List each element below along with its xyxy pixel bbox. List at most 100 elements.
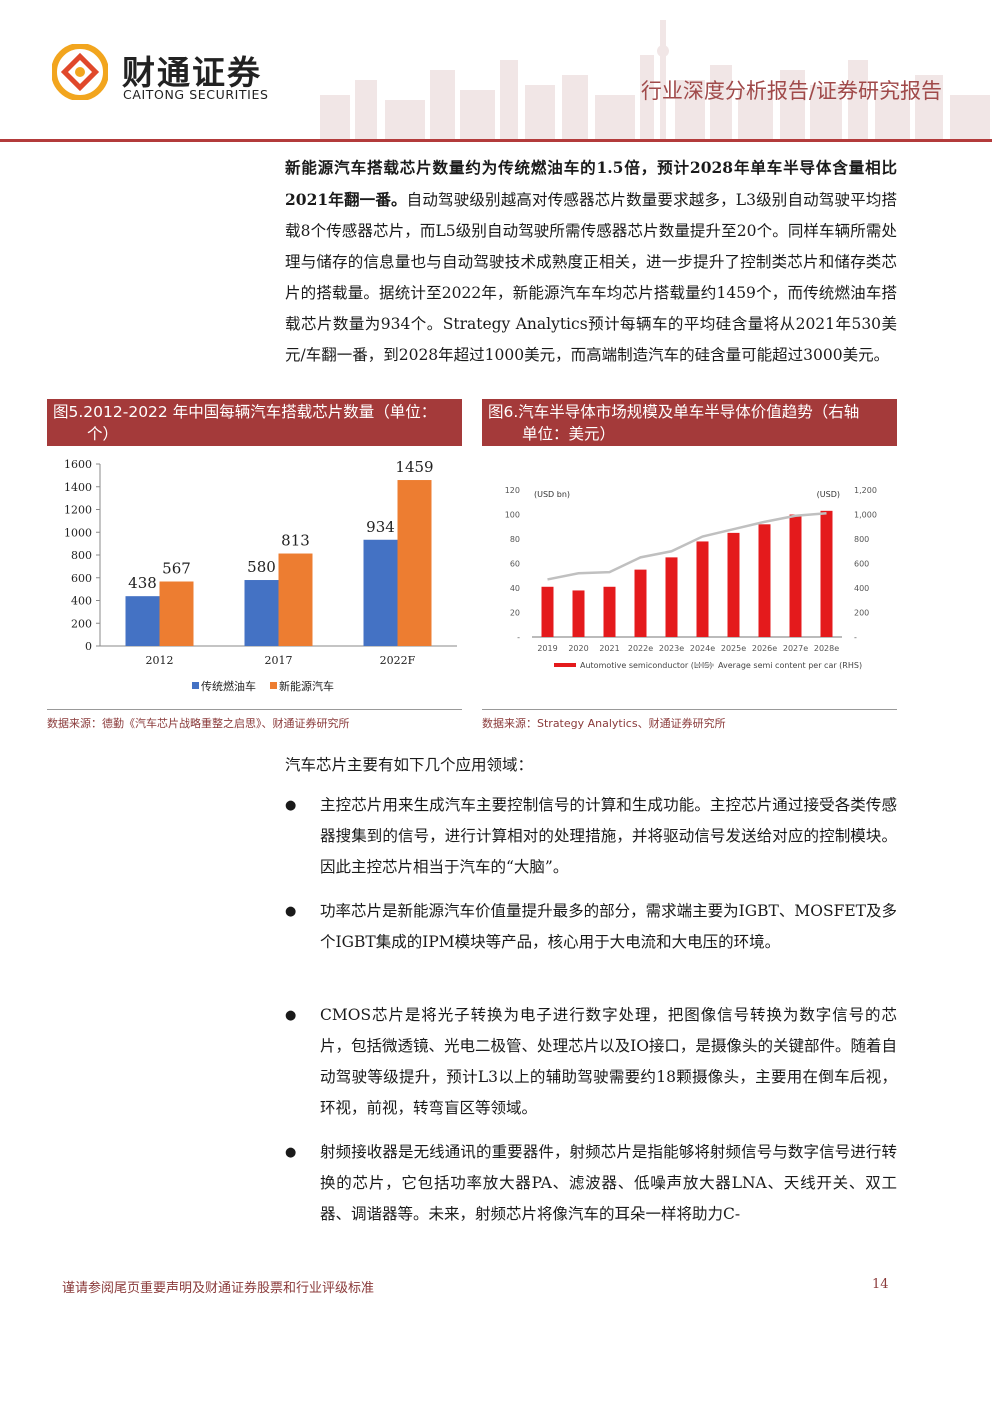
- data-label: 580: [247, 558, 276, 576]
- y-left-tick-label: 80: [510, 535, 520, 544]
- x-tick-label: 2027e: [783, 644, 808, 653]
- figure6-combo-chart: - 20 40 60 80 100 120 - 200 400 600 800 1,000 1,200 (U…: [505, 486, 877, 670]
- y-right-tick-label: 200: [854, 609, 869, 618]
- figure5-source-divider: [47, 709, 462, 710]
- y-right-tick-label: 800: [854, 535, 869, 544]
- y-left-axis-label: (USD bn): [534, 490, 570, 499]
- bar: [125, 596, 160, 646]
- bar: [244, 580, 279, 646]
- x-tick-label: 2026e: [752, 644, 777, 653]
- page-header: 财通证券 CAITONG SECURITIES 行业深度分析报告/证券研究报告: [0, 0, 992, 145]
- data-label: 1459: [395, 458, 433, 476]
- y-tick-label: 0: [85, 640, 92, 653]
- figure6-source-divider: [482, 709, 897, 710]
- figure5-source: 数据来源：德勤《汽车芯片战略重整之启思》、财通证券研究所: [47, 717, 350, 730]
- y-right-tick-label: 1,000: [854, 511, 877, 520]
- figure6-source: 数据来源：Strategy Analytics、财通证券研究所: [482, 717, 726, 730]
- y-left-tick-label: 60: [510, 560, 520, 569]
- intro-paragraph: 新能源汽车搭载芯片数量约为传统燃油车的1.5倍，预计2028年单车半导体含量相比…: [285, 152, 897, 371]
- y-tick-label: 800: [71, 549, 92, 562]
- y-tick-label: 600: [71, 572, 92, 585]
- x-tick-label: 2025e: [721, 644, 746, 653]
- data-label: 567: [162, 560, 191, 578]
- bullet-text: 主控芯片用来生成汽车主要控制信号的计算和生成功能。主控芯片通过接受各类传感器搜集…: [320, 796, 897, 876]
- y-tick-label: 200: [71, 617, 92, 630]
- y-left-tick-label: 20: [510, 609, 520, 618]
- bullet-dot-icon: ●: [285, 904, 297, 919]
- data-label: 438: [128, 574, 157, 592]
- intro-body: 自动驾驶级别越高对传感器芯片数量要求越多，L3级别自动驾驶平均搭载8个传感器芯片…: [285, 191, 897, 364]
- skyline-decoration: [320, 20, 990, 140]
- data-label: 813: [281, 532, 310, 550]
- bar: [397, 480, 432, 646]
- y-tick-label: 400: [71, 595, 92, 608]
- y-tick-label: 1200: [64, 504, 92, 517]
- bar: [603, 586, 616, 637]
- legend-label: Automotive semiconductor (LHS): [580, 661, 713, 670]
- bullet-item: ● CMOS芯片是将光子转换为电子进行数字处理，把图像信号转换为数字信号的芯片，…: [285, 1000, 897, 1124]
- bullet-dot-icon: ●: [285, 1145, 297, 1160]
- x-tick-label: 2028e: [814, 644, 839, 653]
- bullet-item: ● 主控芯片用来生成汽车主要控制信号的计算和生成功能。主控芯片通过接受各类传感器…: [285, 790, 897, 883]
- x-tick-label: 2020: [568, 644, 588, 653]
- bullet-item: ● 射频接收器是无线通讯的重要器件，射频芯片是指能够将射频信号与数字信号进行转换…: [285, 1137, 897, 1230]
- bullet-text: CMOS芯片是将光子转换为电子进行数字处理，把图像信号转换为数字信号的芯片，包括…: [320, 1006, 897, 1117]
- y-right-tick-label: -: [854, 633, 857, 642]
- legend-label: 新能源汽车: [279, 679, 334, 693]
- bar: [363, 539, 398, 646]
- series-line: [547, 512, 827, 581]
- y-left-tick-label: -: [517, 633, 520, 642]
- x-tick-label: 2024e: [690, 644, 715, 653]
- data-label: 934: [366, 518, 395, 536]
- bar: [634, 569, 647, 637]
- bar: [758, 524, 771, 637]
- x-tick-label: 2017: [265, 654, 293, 667]
- intro-bold-lead: 新能源汽车搭载芯片数量约为传统燃油车的1.5倍，预计2028年单车半导体含量相比…: [285, 158, 897, 209]
- figure5-caption: 图5.2012-2022 年中国每辆汽车搭载芯片数量（单位： 个）: [47, 399, 462, 446]
- header-divider: [0, 139, 992, 142]
- bar: [789, 514, 802, 637]
- y-right-tick-label: 1,200: [854, 486, 877, 495]
- brand-name-cn: 财通证券: [122, 53, 262, 92]
- y-left-tick-label: 40: [510, 584, 520, 593]
- y-left-tick-label: 120: [505, 486, 520, 495]
- bar: [665, 557, 678, 637]
- bar: [572, 590, 585, 637]
- bar: [696, 541, 709, 637]
- x-tick-label: 2022e: [628, 644, 653, 653]
- figure5-caption-line2: 个）: [87, 425, 119, 443]
- y-right-tick-label: 400: [854, 584, 869, 593]
- bar: [820, 510, 833, 637]
- x-tick-label: 2021: [599, 644, 619, 653]
- bullet-dot-icon: ●: [285, 798, 297, 813]
- y-tick-label: 1000: [64, 526, 92, 539]
- figure5-caption-line1: 图5.2012-2022 年中国每辆汽车搭载芯片数量（单位：: [53, 403, 437, 421]
- figure5-bar-chart: 0 200 400 600 800 1000 1200 1400 1600 2012 438 567 2…: [64, 458, 457, 693]
- x-tick-label: 2012: [146, 654, 174, 667]
- bullet-item: ● 功率芯片是新能源汽车价值量提升最多的部分，需求端主要为IGBT、MOSFET…: [285, 896, 897, 958]
- figure6-caption-line1: 图6.汽车半导体市场规模及单车半导体价值趋势（右轴: [488, 403, 860, 421]
- caitong-logo-icon: [52, 44, 108, 100]
- y-right-tick-label: 600: [854, 560, 869, 569]
- page-number: 14: [872, 1277, 889, 1292]
- legend-label: 传统燃油车: [201, 679, 256, 693]
- figure6-caption-line2: 单位：美元）: [522, 425, 616, 443]
- bullet-text: 功率芯片是新能源汽车价值量提升最多的部分，需求端主要为IGBT、MOSFET及多…: [320, 902, 897, 951]
- x-tick-label: 2019: [537, 644, 557, 653]
- report-type-title: 行业深度分析报告/证券研究报告: [640, 79, 942, 103]
- y-tick-label: 1400: [64, 481, 92, 494]
- applications-lead: 汽车芯片主要有如下几个应用领域：: [285, 756, 534, 774]
- brand-name-en: CAITONG SECURITIES: [123, 87, 269, 102]
- y-tick-label: 1600: [64, 458, 92, 471]
- bullet-text: 射频接收器是无线通讯的重要器件，射频芯片是指能够将射频信号与数字信号进行转换的芯…: [320, 1143, 897, 1223]
- legend-swatch: [554, 663, 576, 667]
- y-right-axis-label: (USD): [817, 490, 840, 499]
- bar: [727, 532, 740, 637]
- footer-disclaimer: 谨请参阅尾页重要声明及财通证券股票和行业评级标准: [62, 1281, 375, 1296]
- legend-label: Average semi content per car (RHS): [718, 661, 862, 670]
- bar: [541, 586, 554, 637]
- x-tick-label: 2023e: [659, 644, 684, 653]
- bar: [278, 553, 313, 646]
- bar: [159, 581, 194, 646]
- bullet-dot-icon: ●: [285, 1008, 297, 1023]
